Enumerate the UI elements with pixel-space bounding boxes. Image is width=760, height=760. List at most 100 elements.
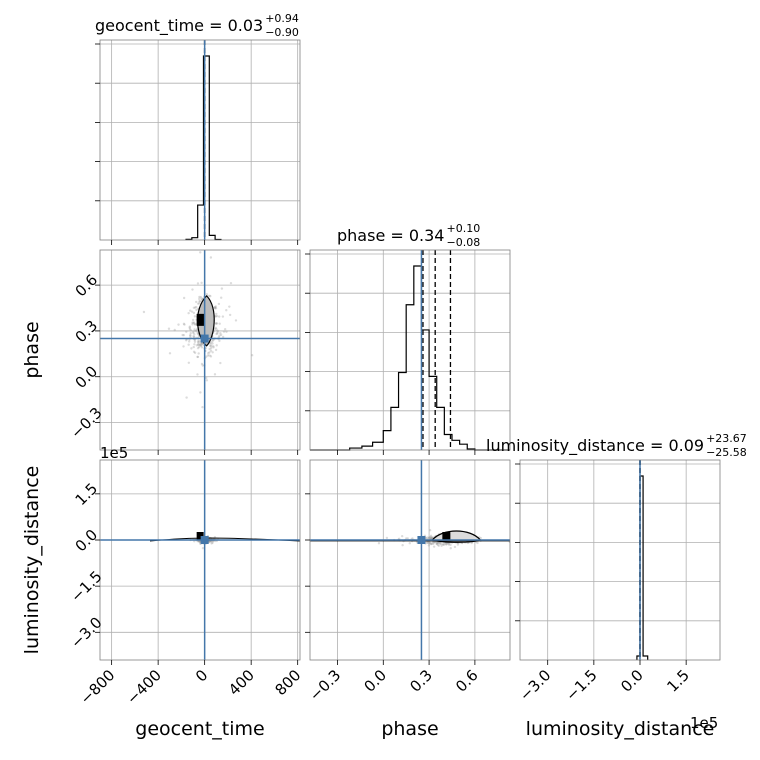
grid-lines bbox=[310, 250, 510, 450]
sample-point bbox=[442, 543, 445, 546]
sample-point bbox=[208, 347, 211, 351]
sample-point bbox=[192, 306, 196, 309]
sample-point bbox=[192, 321, 195, 324]
sample-point bbox=[210, 542, 213, 545]
sample-point bbox=[431, 536, 434, 539]
sample-point bbox=[201, 546, 205, 550]
sample-point bbox=[218, 315, 221, 318]
sample-point bbox=[427, 544, 431, 547]
sample-point bbox=[183, 323, 186, 326]
sample-point bbox=[193, 338, 197, 342]
sample-point bbox=[216, 332, 219, 335]
sample-point bbox=[435, 542, 439, 546]
sample-point bbox=[209, 344, 212, 348]
sample-point bbox=[200, 281, 203, 285]
sample-point bbox=[211, 541, 214, 545]
title-lower-error: −0.90 bbox=[265, 26, 299, 39]
sample-point bbox=[199, 343, 202, 347]
sample-point bbox=[435, 542, 438, 546]
sample-point bbox=[198, 297, 201, 301]
sample-point bbox=[214, 322, 218, 325]
sample-point bbox=[377, 541, 381, 545]
x-tick-label: 0 bbox=[192, 666, 211, 685]
sample-point bbox=[193, 315, 197, 318]
sample-point bbox=[219, 333, 223, 337]
sample-point bbox=[200, 342, 204, 345]
panel-frame bbox=[309, 459, 511, 661]
sample-point bbox=[213, 306, 217, 309]
truth-marker bbox=[200, 536, 209, 544]
sample-point bbox=[191, 318, 195, 322]
sample-point bbox=[211, 340, 214, 343]
sample-point bbox=[435, 541, 438, 544]
sample-point bbox=[199, 295, 203, 299]
x-tick-label: 0.6 bbox=[452, 666, 482, 696]
sample-point bbox=[198, 295, 201, 299]
sample-point bbox=[187, 343, 190, 346]
y-axis-label-luminosity_distance: luminosity_distance bbox=[21, 466, 43, 655]
sample-point bbox=[436, 543, 440, 547]
sample-point bbox=[213, 307, 217, 310]
sample-point bbox=[193, 351, 197, 354]
sample-point bbox=[209, 341, 213, 344]
sample-point bbox=[228, 313, 232, 317]
sample-point bbox=[182, 322, 186, 326]
sample-point bbox=[432, 542, 435, 546]
histogram-phase bbox=[310, 265, 510, 451]
sample-point bbox=[192, 350, 196, 353]
y-axis-label-phase: phase bbox=[21, 321, 43, 378]
sample-point bbox=[193, 328, 196, 331]
x-tick-label: −3.0 bbox=[516, 666, 554, 704]
sample-point bbox=[201, 364, 204, 367]
sample-point bbox=[405, 537, 408, 540]
sample-point bbox=[437, 541, 440, 545]
sample-point bbox=[428, 541, 432, 544]
sample-point bbox=[193, 306, 197, 309]
sample-point bbox=[216, 329, 220, 333]
sample-point bbox=[437, 544, 440, 548]
sample-point bbox=[427, 536, 431, 539]
sample-point bbox=[142, 310, 146, 314]
sample-point bbox=[218, 334, 221, 337]
sample-point bbox=[196, 355, 200, 359]
title-upper-error: +0.10 bbox=[446, 222, 480, 235]
panel-frame bbox=[309, 249, 511, 451]
sample-point bbox=[426, 541, 429, 545]
sample-point bbox=[220, 287, 224, 290]
truth-marker bbox=[417, 536, 426, 544]
sample-point bbox=[479, 536, 482, 540]
grid-lines bbox=[100, 250, 300, 450]
sample-point bbox=[196, 340, 200, 343]
sample-point bbox=[214, 307, 218, 310]
sample-point bbox=[447, 542, 450, 545]
sample-point bbox=[215, 322, 219, 325]
sample-point bbox=[211, 342, 214, 345]
sample-point bbox=[515, 539, 517, 541]
sample-point bbox=[428, 536, 432, 539]
sample-point bbox=[189, 331, 192, 335]
sample-point bbox=[199, 391, 202, 394]
sample-point bbox=[406, 537, 409, 540]
sample-point bbox=[190, 347, 193, 350]
sample-point bbox=[189, 334, 192, 338]
sample-point bbox=[443, 543, 446, 546]
sample-point bbox=[197, 540, 201, 543]
sample-point bbox=[208, 354, 211, 357]
panel-title-phase: phase = 0.34 bbox=[337, 226, 444, 245]
sample-point bbox=[182, 333, 185, 337]
histogram-luminosity_distance bbox=[636, 475, 649, 660]
panel-content bbox=[100, 460, 300, 660]
panel-frame bbox=[99, 459, 301, 661]
sample-point bbox=[177, 323, 180, 326]
x-tick-label: −0.3 bbox=[306, 666, 344, 704]
sample-point bbox=[214, 305, 218, 308]
sample-point bbox=[197, 343, 200, 347]
sample-point bbox=[185, 396, 188, 399]
x-axis-label-phase: phase bbox=[381, 718, 438, 740]
sample-point bbox=[198, 300, 202, 303]
y-tick-label: 0.0 bbox=[72, 362, 102, 392]
sample-point bbox=[209, 343, 212, 346]
sample-point bbox=[193, 340, 197, 344]
sample-point bbox=[192, 331, 195, 335]
sample-point bbox=[173, 328, 176, 332]
